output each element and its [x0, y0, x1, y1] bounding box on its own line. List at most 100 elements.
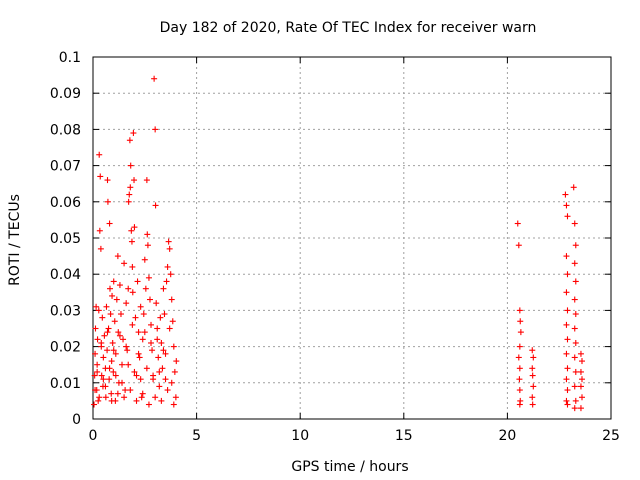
data-point — [563, 253, 570, 260]
data-point — [132, 314, 139, 321]
data-point — [110, 278, 117, 285]
data-point — [571, 383, 578, 390]
data-point — [158, 397, 165, 404]
data-point — [124, 347, 131, 354]
data-point — [96, 151, 103, 158]
data-point — [170, 343, 177, 350]
data-point — [152, 394, 159, 401]
data-point — [516, 387, 523, 394]
data-point — [529, 372, 536, 379]
data-point — [564, 401, 571, 408]
data-point — [110, 347, 117, 354]
data-point — [102, 394, 109, 401]
data-point — [529, 347, 536, 354]
data-point — [144, 242, 151, 249]
data-point — [136, 354, 143, 361]
data-point — [161, 311, 168, 318]
data-point — [134, 278, 141, 285]
data-point — [153, 300, 160, 307]
data-point — [157, 314, 164, 321]
data-point — [571, 405, 578, 412]
data-point — [577, 405, 584, 412]
data-point — [577, 368, 584, 375]
data-point — [571, 260, 578, 267]
y-tick-label: 0 — [72, 412, 81, 428]
data-point — [100, 376, 107, 383]
data-point — [142, 285, 149, 292]
data-point — [529, 401, 536, 408]
data-point — [154, 336, 161, 343]
data-point — [148, 321, 155, 328]
data-point — [148, 339, 155, 346]
x-tick-label: 15 — [395, 428, 413, 444]
data-point — [91, 401, 98, 408]
data-point — [577, 383, 584, 390]
data-point — [516, 401, 523, 408]
data-point — [172, 394, 179, 401]
data-point — [141, 256, 148, 263]
data-point — [125, 361, 132, 368]
data-point — [154, 325, 161, 332]
data-point — [139, 336, 146, 343]
data-point — [163, 278, 170, 285]
data-point — [146, 296, 153, 303]
data-point — [515, 242, 522, 249]
y-tick-label: 0.07 — [50, 159, 81, 175]
data-point — [149, 347, 156, 354]
data-point — [131, 368, 138, 375]
data-point — [107, 311, 114, 318]
data-point — [563, 321, 570, 328]
data-point — [133, 372, 140, 379]
data-point — [577, 350, 584, 357]
data-point — [572, 278, 579, 285]
data-point — [129, 289, 136, 296]
data-point — [516, 307, 523, 314]
data-point — [165, 238, 172, 245]
data-point — [121, 260, 128, 267]
y-tick-label: 0.05 — [50, 231, 81, 247]
data-point — [563, 397, 570, 404]
data-point — [564, 271, 571, 278]
y-tick-label: 0.09 — [50, 86, 81, 102]
data-point — [100, 354, 107, 361]
data-point — [125, 285, 132, 292]
data-point — [105, 325, 112, 332]
data-point — [529, 394, 536, 401]
x-tick-label: 25 — [602, 428, 620, 444]
data-point — [104, 198, 111, 205]
data-point — [572, 368, 579, 375]
data-point — [95, 307, 102, 314]
data-point — [114, 390, 121, 397]
data-point — [169, 318, 176, 325]
data-point — [173, 358, 180, 365]
data-point — [131, 224, 138, 231]
data-point — [131, 177, 138, 184]
data-point — [168, 379, 175, 386]
data-point — [111, 318, 118, 325]
data-point — [562, 191, 569, 198]
data-point — [109, 292, 116, 299]
data-point — [135, 329, 142, 336]
y-tick-label: 0.03 — [50, 303, 81, 319]
data-point — [150, 372, 157, 379]
data-point — [162, 350, 169, 357]
data-point — [167, 271, 174, 278]
data-point — [571, 325, 578, 332]
data-point — [141, 329, 148, 336]
y-tick-label: 0.08 — [50, 122, 81, 138]
data-point — [114, 253, 121, 260]
data-point — [564, 365, 571, 372]
data-point — [140, 311, 147, 318]
data-point — [116, 282, 123, 289]
data-point — [106, 365, 113, 372]
data-point — [91, 372, 98, 379]
data-point — [104, 177, 111, 184]
data-point — [563, 202, 570, 209]
data-point — [145, 274, 152, 281]
x-tick-label: 5 — [192, 428, 201, 444]
data-point — [104, 347, 111, 354]
data-point — [563, 289, 570, 296]
data-point — [170, 401, 177, 408]
data-point — [96, 394, 103, 401]
